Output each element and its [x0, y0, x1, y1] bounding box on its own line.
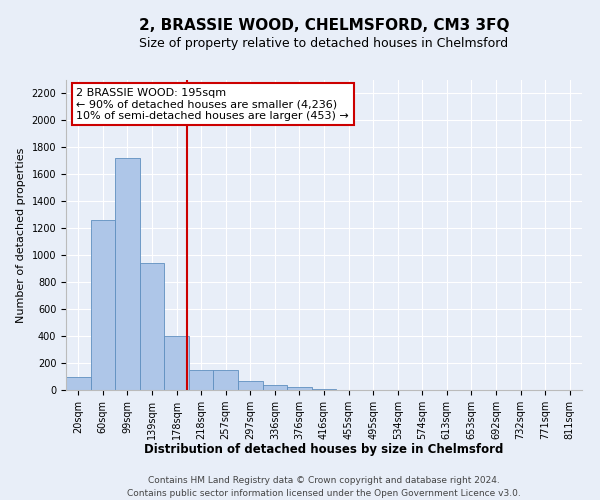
Text: 2 BRASSIE WOOD: 195sqm
← 90% of detached houses are smaller (4,236)
10% of semi-: 2 BRASSIE WOOD: 195sqm ← 90% of detached… — [76, 88, 349, 121]
Bar — [164, 336, 189, 390]
Bar — [214, 370, 238, 390]
Text: Size of property relative to detached houses in Chelmsford: Size of property relative to detached ho… — [139, 38, 509, 51]
Text: Contains public sector information licensed under the Open Government Licence v3: Contains public sector information licen… — [127, 489, 521, 498]
Bar — [91, 220, 115, 390]
Text: 2, BRASSIE WOOD, CHELMSFORD, CM3 3FQ: 2, BRASSIE WOOD, CHELMSFORD, CM3 3FQ — [139, 18, 509, 32]
Bar — [238, 381, 263, 390]
Bar — [263, 386, 287, 390]
Bar — [115, 158, 140, 390]
Bar — [66, 376, 91, 390]
Text: Contains HM Land Registry data © Crown copyright and database right 2024.: Contains HM Land Registry data © Crown c… — [148, 476, 500, 485]
Bar — [140, 264, 164, 390]
Y-axis label: Number of detached properties: Number of detached properties — [16, 148, 26, 322]
Bar — [189, 370, 214, 390]
Bar — [287, 388, 312, 390]
Text: Distribution of detached houses by size in Chelmsford: Distribution of detached houses by size … — [145, 442, 503, 456]
